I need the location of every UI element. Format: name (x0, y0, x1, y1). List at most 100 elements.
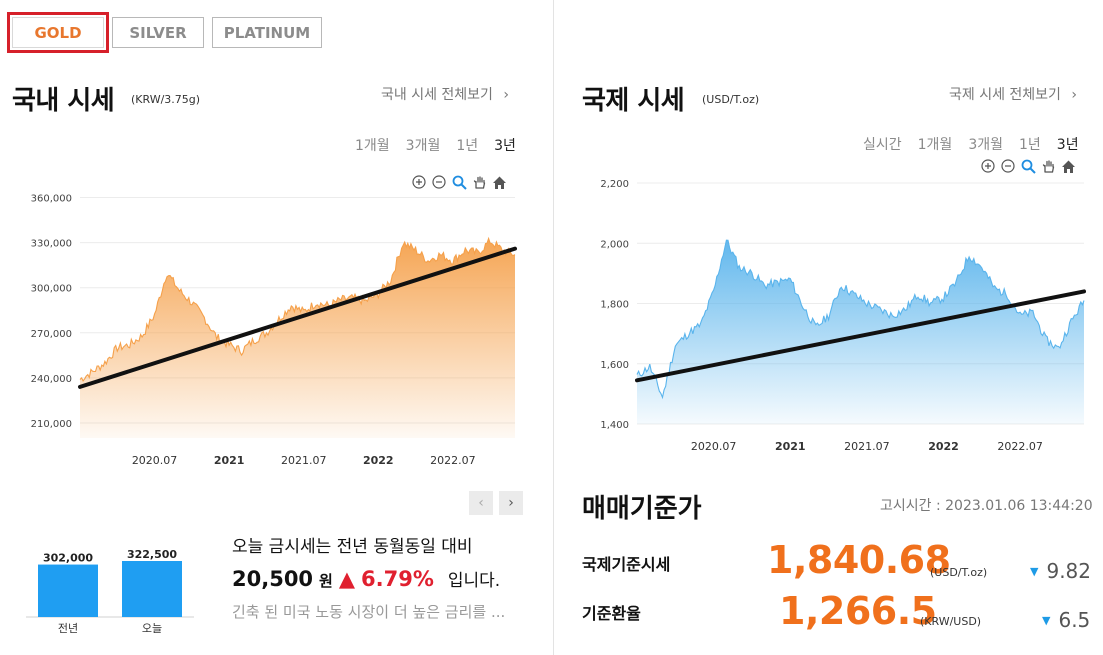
intl-period-1m[interactable]: 1개월 (917, 137, 953, 153)
domestic-period-1y[interactable]: 1년 (456, 138, 479, 154)
intl-base-change-value: 9.82 (1046, 559, 1091, 583)
next-button[interactable]: › (499, 491, 523, 515)
summary-tail: 입니다. (447, 571, 501, 591)
x-tick-label: 2021 (775, 440, 806, 453)
zoom-out-icon[interactable] (1000, 158, 1016, 174)
y-tick-label: 2,200 (600, 179, 629, 190)
summary: 오늘 금시세는 전년 동월동일 대비 20,500 원 ▲ 6.79% 입니다. (232, 532, 500, 591)
panel-divider (553, 0, 554, 655)
domestic-unit: (KRW/3.75g) (131, 93, 201, 106)
bar-value-label: 322,500 (127, 548, 177, 561)
bar-category-label: 오늘 (142, 622, 162, 635)
year-compare-bar-chart: 302,000 전년 322,500 오늘 (26, 548, 194, 635)
intl-period-1y[interactable]: 1년 (1018, 137, 1041, 153)
intl-title: 국제 시세 (582, 86, 685, 116)
intl-base-change: ▼ 9.82 (1030, 559, 1091, 583)
bar (38, 564, 98, 617)
area-fill (80, 238, 515, 438)
x-tick-label: 2021.07 (844, 440, 890, 453)
summary-amount: 20,500 (232, 567, 314, 591)
domestic-chart-tools (411, 174, 507, 190)
domestic-period-3m[interactable]: 3개월 (405, 138, 441, 154)
trend-line (78, 246, 517, 389)
zoom-in-icon[interactable] (980, 158, 996, 174)
area-fill (637, 240, 1084, 424)
y-tick-label: 270,000 (31, 329, 72, 340)
exchange-rate-change-value: 6.5 (1058, 608, 1091, 632)
x-tick-label: 2022.07 (430, 454, 476, 467)
y-tick-label: 1,600 (600, 360, 629, 371)
down-arrow-icon: ▼ (1042, 613, 1051, 627)
home-icon[interactable] (491, 174, 507, 190)
y-tick-label: 1,400 (600, 420, 629, 431)
exchange-rate-label: 기준환율 (582, 604, 641, 623)
intl-more-link[interactable]: 국제 시세 전체보기 › (949, 84, 1077, 104)
intl-chart-tools (980, 158, 1076, 174)
x-tick-label: 2020.07 (132, 454, 178, 467)
exchange-rate-change: ▼ 6.5 (1042, 608, 1090, 632)
intl-more-label: 국제 시세 전체보기 (949, 87, 1061, 103)
magnifier-icon[interactable] (451, 174, 467, 190)
intl-base-label: 국제기준시세 (582, 555, 671, 574)
notice-time: 고시시간 : 2023.01.06 13:44:20 (880, 498, 1093, 514)
zoom-in-icon[interactable] (411, 174, 427, 190)
base-rate-title: 매매기준가 (582, 494, 702, 524)
intl-period-3m[interactable]: 3개월 (968, 137, 1003, 153)
y-tick-label: 210,000 (31, 419, 72, 430)
exchange-rate-unit: (KRW/USD) (920, 615, 982, 628)
summary-line1: 오늘 금시세는 전년 동월동일 대비 (232, 537, 473, 557)
zoom-out-icon[interactable] (431, 174, 447, 190)
x-tick-label: 2021 (214, 454, 245, 467)
hand-pan-icon[interactable] (471, 174, 487, 190)
intl-unit: (USD/T.oz) (702, 93, 760, 106)
tab-platinum[interactable]: PLATINUM (212, 17, 322, 48)
up-arrow-icon: ▲ (338, 567, 356, 591)
x-tick-label: 2022 (928, 440, 959, 453)
bar (122, 561, 182, 617)
bar-category-label: 전년 (58, 622, 78, 635)
intl-base-unit: (USD/T.oz) (930, 566, 988, 579)
series-line (79, 236, 516, 382)
pager: ‹ › (469, 491, 523, 515)
down-arrow-icon: ▼ (1030, 564, 1039, 578)
metal-tabs: GOLD SILVER PLATINUM (7, 12, 322, 53)
news-headline-link[interactable]: 긴축 된 미국 노동 시장이 더 높은 금리를 ... (232, 603, 506, 621)
y-tick-label: 2,000 (600, 239, 629, 250)
intl-period-realtime[interactable]: 실시간 (863, 137, 902, 153)
exchange-rate-value: 1,266.5 (779, 589, 937, 633)
summary-line2: 20,500 원 ▲ 6.79% 입니다. (232, 566, 500, 591)
y-tick-label: 300,000 (31, 284, 72, 295)
trend-line (635, 289, 1086, 383)
summary-won: 원 (319, 572, 333, 590)
domestic-period-3y[interactable]: 3년 (494, 138, 516, 154)
domestic-title: 국내 시세 (12, 86, 115, 116)
tab-silver[interactable]: SILVER (112, 17, 204, 48)
x-tick-label: 2021.07 (281, 454, 327, 467)
domestic-more-label: 국내 시세 전체보기 (381, 87, 493, 103)
intl-periods: 실시간 1개월 3개월 1년 3년 (863, 134, 1079, 154)
y-tick-label: 1,800 (600, 300, 629, 311)
domestic-more-link[interactable]: 국내 시세 전체보기 › (381, 84, 509, 104)
intl-period-3y[interactable]: 3년 (1056, 137, 1079, 153)
hand-pan-icon[interactable] (1040, 158, 1056, 174)
domestic-period-1m[interactable]: 1개월 (355, 138, 390, 154)
x-tick-label: 2020.07 (691, 440, 737, 453)
tab-gold[interactable]: GOLD (7, 12, 109, 53)
home-icon[interactable] (1060, 158, 1076, 174)
international-price-chart: 1,400 1,600 1,800 2,000 2,200 2020.07 2021 2021… (600, 179, 1086, 453)
magnifier-icon[interactable] (1020, 158, 1036, 174)
domestic-periods: 1개월 3개월 1년 3년 (355, 135, 516, 155)
chevron-right-icon: › (1071, 87, 1078, 103)
summary-pct: 6.79% (361, 567, 434, 591)
x-tick-label: 2022 (363, 454, 394, 467)
chevron-right-icon: › (503, 87, 510, 103)
y-tick-label: 240,000 (31, 374, 72, 385)
y-tick-label: 330,000 (31, 239, 72, 250)
bar-value-label: 302,000 (43, 552, 93, 565)
prev-button[interactable]: ‹ (469, 491, 493, 515)
series-line (636, 239, 1085, 400)
x-tick-label: 2022.07 (997, 440, 1043, 453)
intl-base-value: 1,840.68 (767, 538, 951, 582)
domestic-price-chart: 210,000 240,000 270,000 300,000 330,000 360,0… (31, 194, 517, 467)
y-tick-label: 360,000 (31, 194, 72, 205)
